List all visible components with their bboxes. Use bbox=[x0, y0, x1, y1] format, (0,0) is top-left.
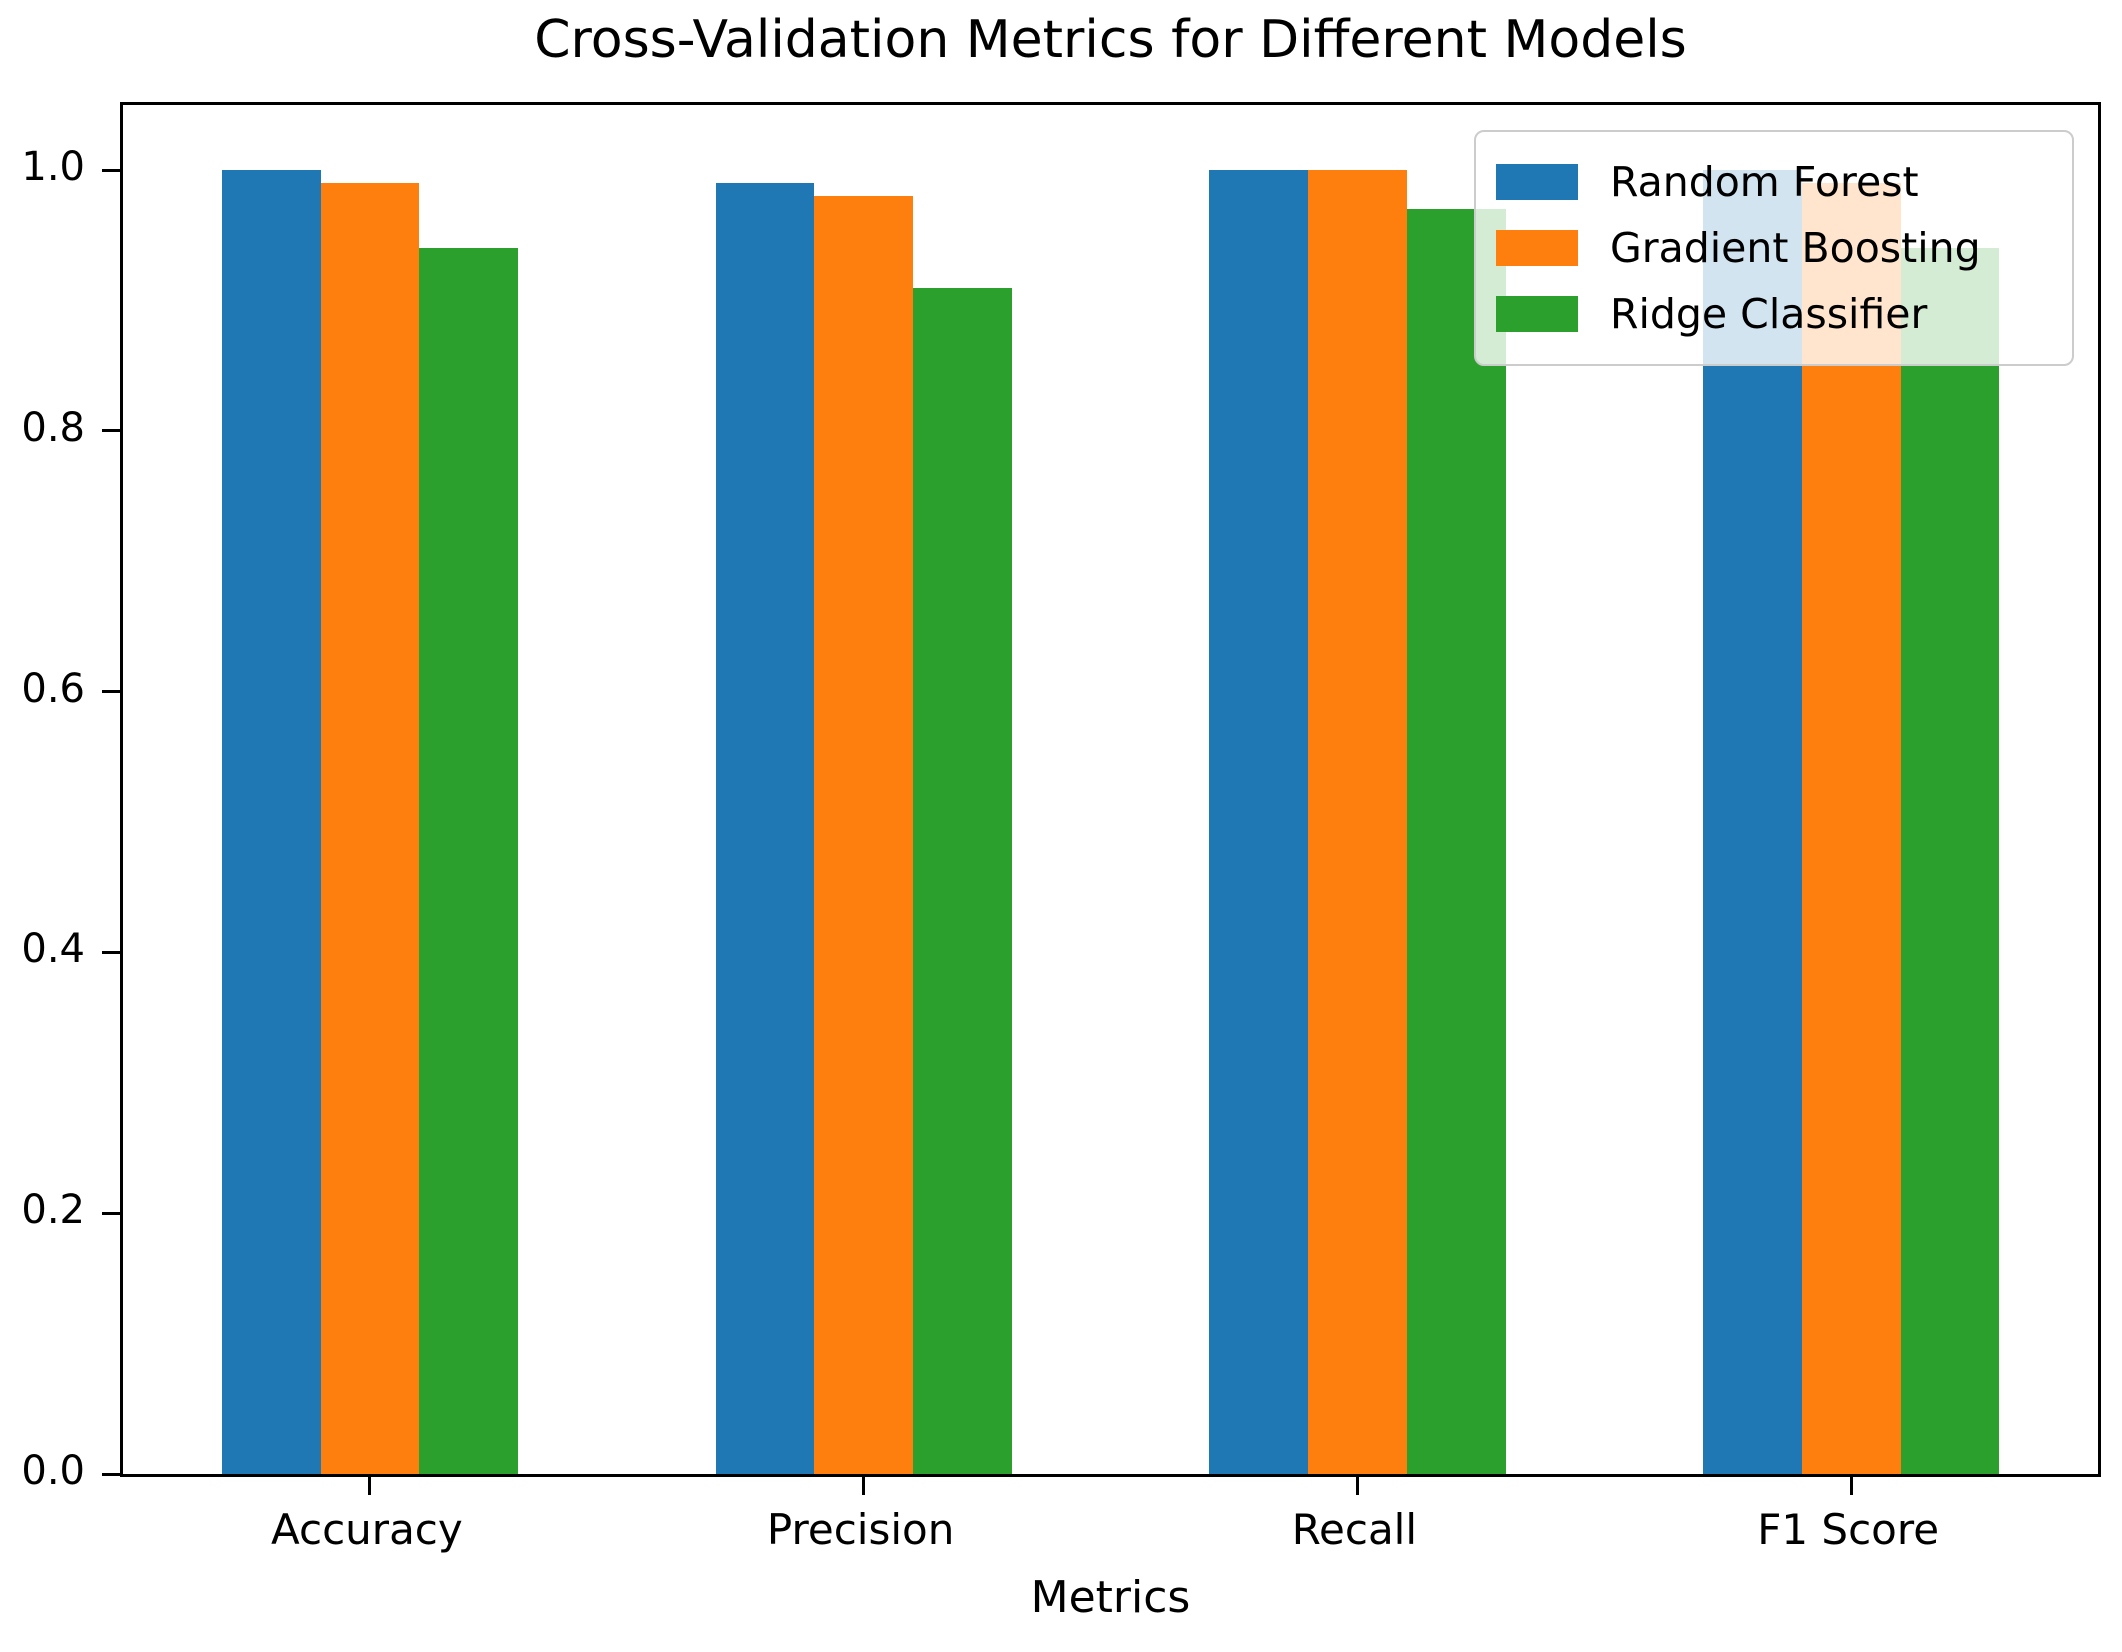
bar bbox=[1209, 170, 1308, 1474]
legend-entry: Random Forest bbox=[1496, 158, 2052, 206]
y-tick-mark bbox=[102, 1211, 120, 1215]
x-axis-label: Metrics bbox=[1030, 1572, 1191, 1623]
y-tick-mark bbox=[102, 690, 120, 694]
x-tick-label: Accuracy bbox=[271, 1505, 463, 1554]
y-tick-mark bbox=[102, 1472, 120, 1476]
x-tick-mark bbox=[1849, 1477, 1853, 1495]
bar bbox=[1900, 248, 2000, 1474]
legend-label: Random Forest bbox=[1610, 158, 1919, 206]
x-tick-label: Recall bbox=[1291, 1505, 1418, 1554]
y-tick-mark bbox=[102, 429, 120, 433]
bar bbox=[1406, 209, 1506, 1474]
legend-swatch bbox=[1496, 164, 1578, 200]
x-tick-mark bbox=[368, 1477, 372, 1495]
bar bbox=[1308, 170, 1407, 1474]
bar bbox=[221, 170, 321, 1474]
legend: Random Forest Gradient Boosting Ridge Clas… bbox=[1474, 130, 2074, 366]
bar bbox=[1801, 183, 1901, 1474]
x-tick-mark bbox=[1355, 1477, 1359, 1495]
legend-entry: Gradient Boosting bbox=[1496, 224, 2052, 272]
x-tick-mark bbox=[862, 1477, 866, 1495]
legend-swatch bbox=[1496, 230, 1578, 266]
chart-title: Cross-Validation Metrics for Different M… bbox=[534, 10, 1687, 70]
y-tick-label: 0.4 bbox=[21, 926, 85, 973]
y-tick-label: 0.2 bbox=[21, 1187, 85, 1234]
legend-label: Gradient Boosting bbox=[1610, 224, 1981, 272]
x-tick-label: F1 Score bbox=[1757, 1505, 1940, 1554]
bar bbox=[419, 248, 518, 1474]
y-tick-label: 0.6 bbox=[21, 665, 85, 712]
y-tick-mark bbox=[102, 168, 120, 172]
y-tick-label: 0.8 bbox=[21, 404, 85, 451]
x-tick-label: Precision bbox=[766, 1505, 955, 1554]
bar bbox=[913, 287, 1012, 1474]
y-tick-label: 1.0 bbox=[21, 144, 85, 191]
bar bbox=[320, 183, 420, 1474]
legend-entry: Ridge Classifier bbox=[1496, 290, 2052, 338]
y-tick-mark bbox=[102, 950, 120, 954]
bar bbox=[1703, 170, 1802, 1474]
legend-swatch bbox=[1496, 296, 1578, 332]
bar bbox=[814, 196, 913, 1474]
bar bbox=[715, 183, 815, 1474]
plot-area: Random Forest Gradient Boosting Ridge Clas… bbox=[102, 102, 2101, 1495]
y-tick-label: 0.0 bbox=[21, 1448, 85, 1494]
legend-label: Ridge Classifier bbox=[1610, 290, 1928, 338]
